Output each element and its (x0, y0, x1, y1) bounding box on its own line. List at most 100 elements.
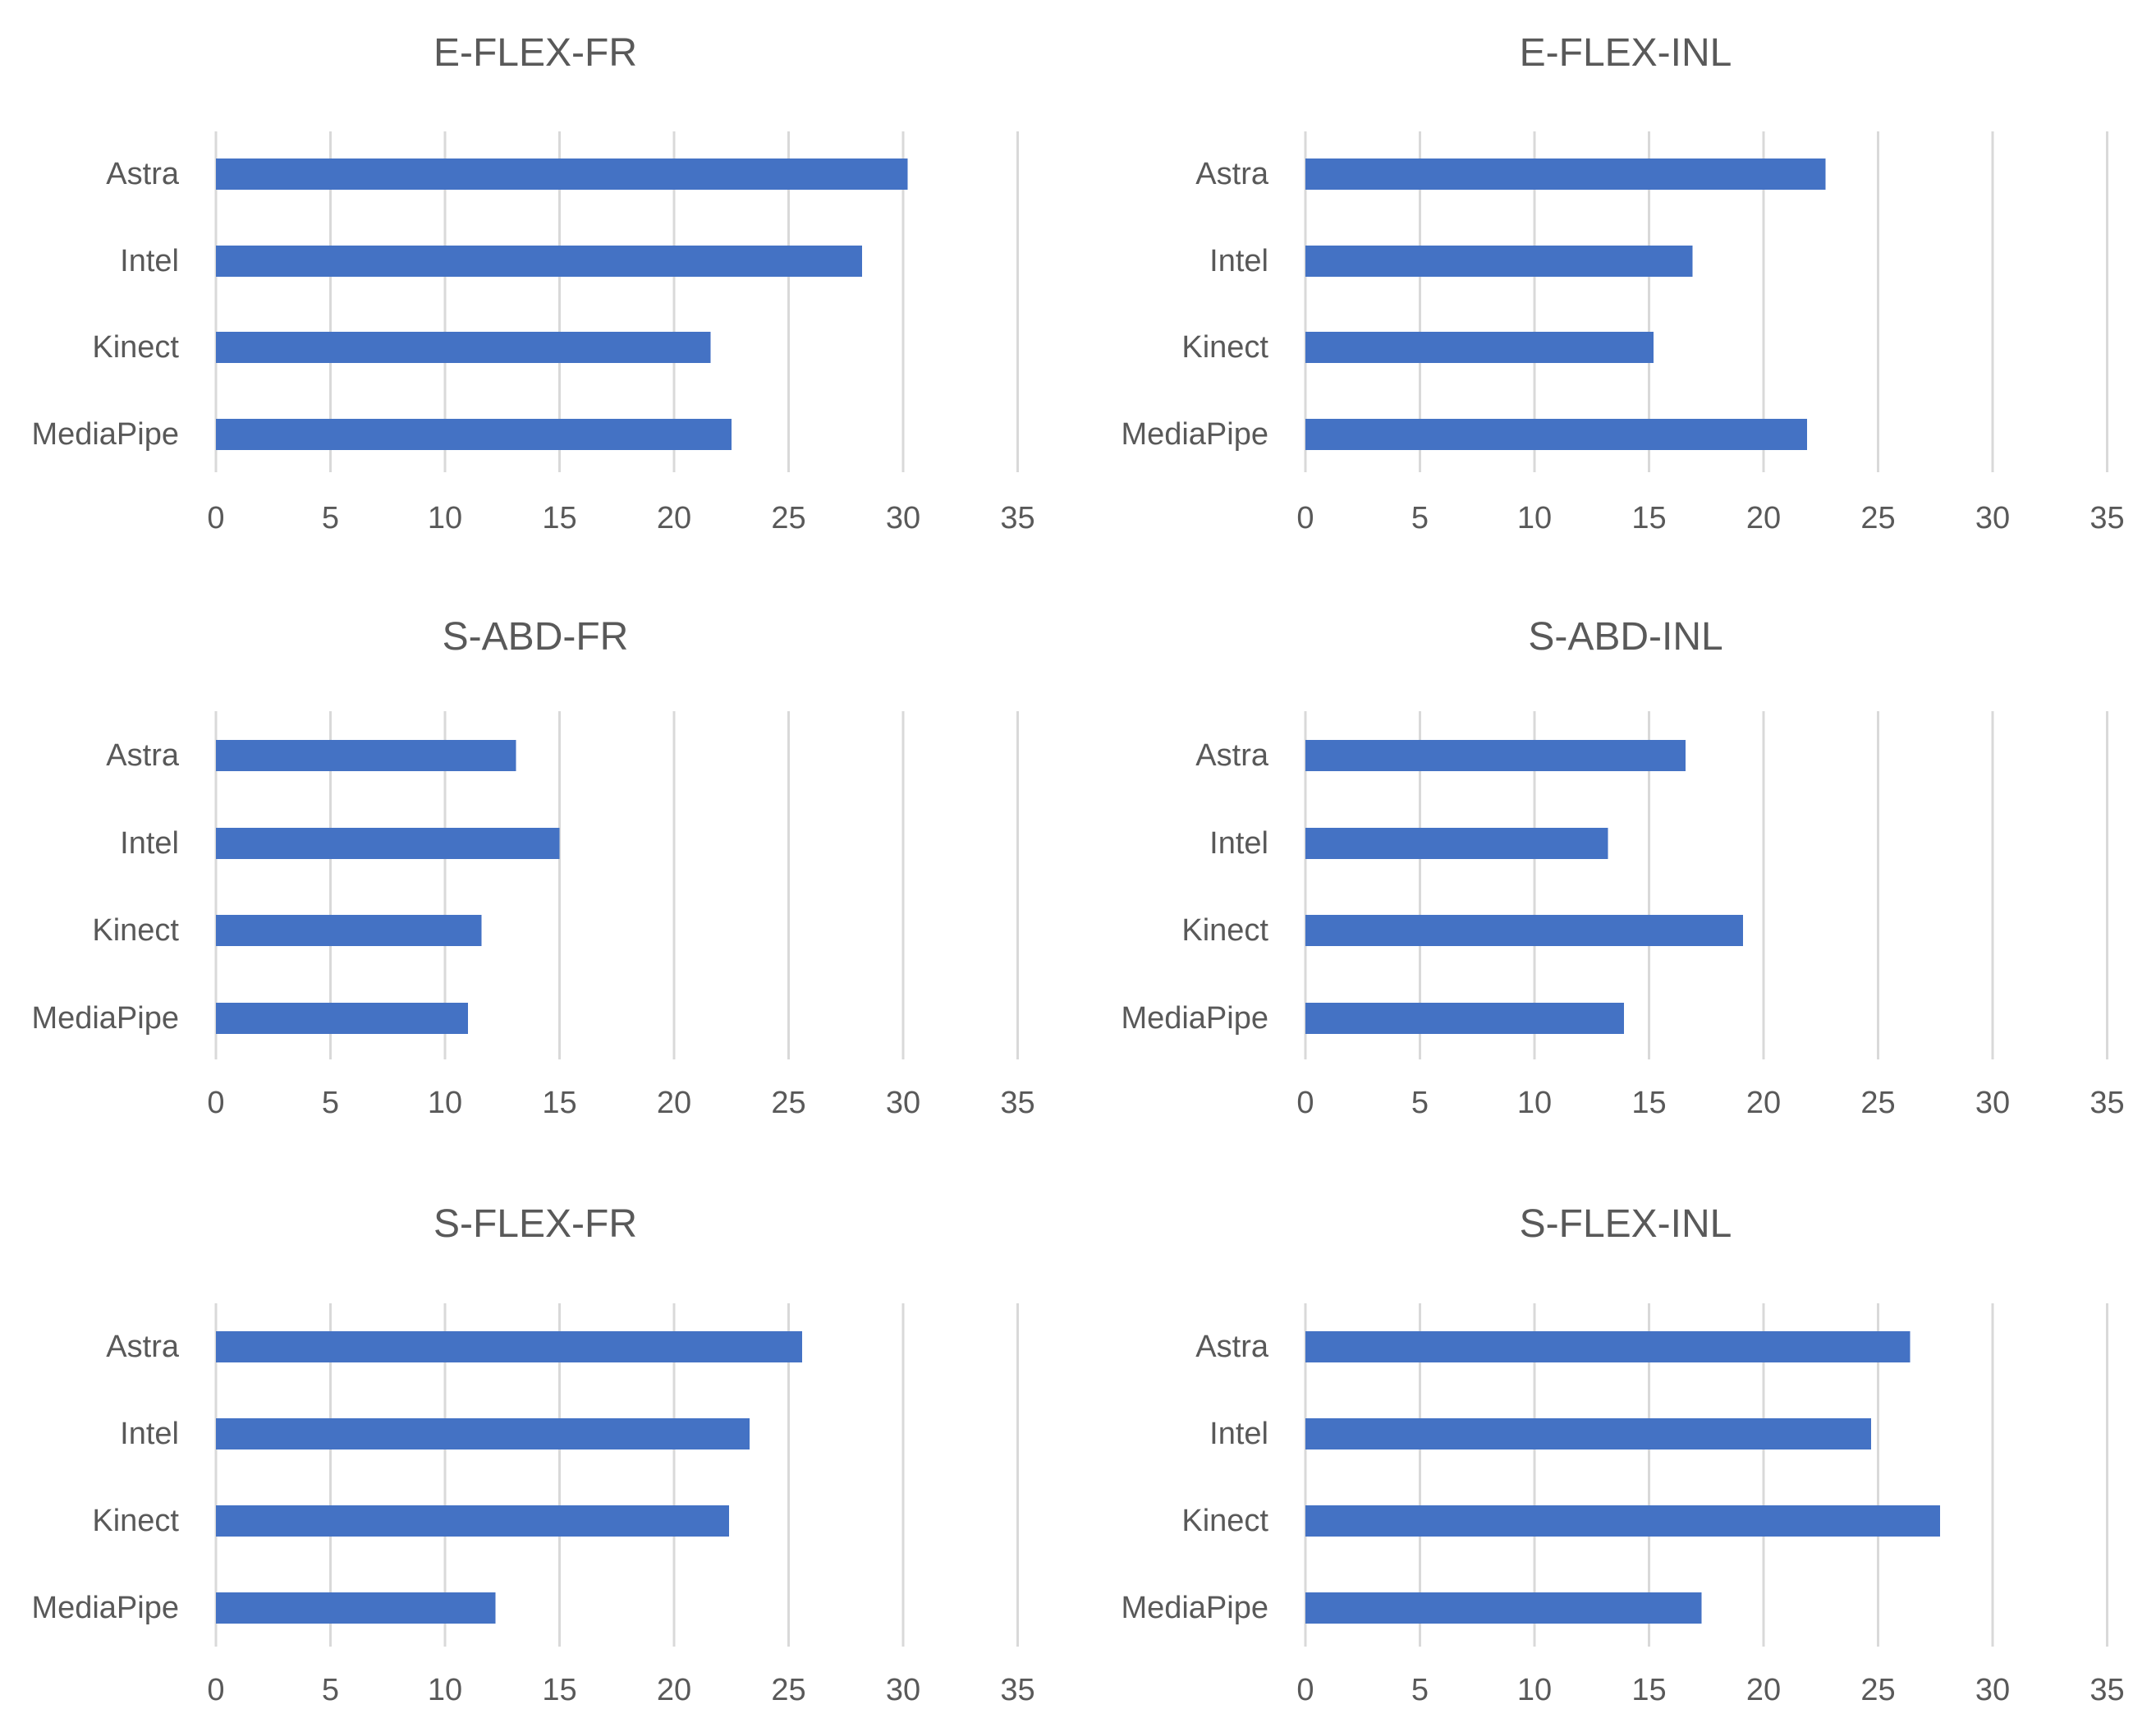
bar-intel (216, 828, 560, 859)
category-label: Astra (106, 1330, 180, 1364)
x-tick-label: 35 (2089, 1673, 2124, 1707)
x-tick-label: 35 (1000, 1673, 1034, 1707)
x-tick-label: 5 (1411, 501, 1429, 535)
bar-mediapipe (1305, 1592, 1702, 1624)
category-label: Kinect (92, 1504, 179, 1538)
x-tick-label: 5 (1411, 1086, 1429, 1120)
x-tick-label: 0 (1296, 1086, 1314, 1120)
x-tick-label: 5 (322, 501, 339, 535)
category-label: MediaPipe (1121, 1591, 1268, 1625)
x-tick-label: 30 (1975, 1086, 2010, 1120)
bar-kinect (1305, 1505, 1940, 1537)
bar-astra (1305, 158, 1826, 190)
category-label: MediaPipe (1121, 417, 1268, 452)
x-tick-label: 15 (542, 501, 576, 535)
category-label: MediaPipe (31, 1591, 179, 1625)
category-label: Astra (106, 157, 180, 191)
x-tick-label: 25 (771, 501, 805, 535)
chart-panel-e-flex-fr: E-FLEX-FR 0 5 10 15 20 25 30 35 Astra Intel Kinect M… (31, 31, 1034, 535)
chart-title: S-ABD-FR (443, 615, 629, 659)
x-tick-label: 20 (657, 501, 691, 535)
x-tick-label: 25 (1860, 1673, 1895, 1707)
bar-kinect (1305, 915, 1743, 946)
x-tick-label: 20 (657, 1086, 691, 1120)
x-tick-label: 0 (207, 501, 224, 535)
x-tick-label: 30 (1975, 501, 2010, 535)
chart-title: S-FLEX-FR (433, 1202, 637, 1246)
bar-kinect (216, 1505, 729, 1537)
bar-intel (216, 1418, 750, 1449)
category-label: Kinect (92, 913, 179, 948)
x-tick-label: 25 (1860, 1086, 1895, 1120)
bar-astra (1305, 1331, 1911, 1362)
x-tick-label: 30 (886, 501, 920, 535)
bar-astra (216, 740, 516, 771)
category-label: MediaPipe (31, 417, 179, 452)
x-tick-label: 0 (1296, 501, 1314, 535)
x-tick-label: 5 (1411, 1673, 1429, 1707)
category-label: Kinect (1181, 1504, 1268, 1538)
bar-intel (1305, 828, 1608, 859)
bar-mediapipe (216, 419, 732, 450)
x-tick-label: 25 (1860, 501, 1895, 535)
x-tick-label: 15 (542, 1086, 576, 1120)
bar-astra (216, 1331, 803, 1362)
category-label: Astra (1195, 1330, 1269, 1364)
bar-mediapipe (216, 1592, 496, 1624)
bar-intel (216, 246, 862, 277)
chart-panel-s-flex-fr: S-FLEX-FR 0 5 10 15 20 25 30 35 Astra Intel Kinect M… (31, 1202, 1034, 1707)
x-tick-label: 35 (1000, 1086, 1034, 1120)
chart-panel-e-flex-inl: E-FLEX-INL 0 5 10 15 20 25 30 35 Astra Intel Kinect… (1121, 31, 2124, 535)
category-label: MediaPipe (1121, 1001, 1268, 1036)
chart-title: S-ABD-INL (1528, 615, 1723, 659)
bar-mediapipe (1305, 419, 1808, 450)
bar-kinect (216, 915, 482, 946)
x-tick-label: 35 (2089, 501, 2124, 535)
chart-panel-s-abd-inl: S-ABD-INL 0 5 10 15 20 25 30 35 Astra Intel Kinect M… (1121, 615, 2124, 1120)
chart-title: E-FLEX-FR (433, 31, 637, 75)
x-tick-label: 15 (1631, 501, 1666, 535)
bar-astra (216, 158, 908, 190)
x-tick-label: 5 (322, 1673, 339, 1707)
x-tick-label: 35 (2089, 1086, 2124, 1120)
category-label: Intel (1209, 244, 1268, 278)
x-tick-label: 15 (1631, 1673, 1666, 1707)
category-label: Astra (106, 738, 180, 773)
x-tick-label: 5 (322, 1086, 339, 1120)
x-tick-label: 20 (1746, 1086, 1781, 1120)
category-label: Astra (1195, 157, 1269, 191)
category-label: Intel (120, 244, 179, 278)
chart-panel-s-abd-fr: S-ABD-FR 0 5 10 15 20 25 30 35 Astra Intel Kinect Me… (31, 615, 1034, 1120)
category-label: Intel (120, 1417, 179, 1451)
x-tick-label: 10 (428, 501, 462, 535)
x-tick-label: 20 (657, 1673, 691, 1707)
chart-title: E-FLEX-INL (1520, 31, 1732, 75)
bar-kinect (216, 332, 711, 363)
x-tick-label: 35 (1000, 501, 1034, 535)
x-tick-label: 15 (1631, 1086, 1666, 1120)
x-tick-label: 30 (886, 1086, 920, 1120)
category-label: Intel (1209, 826, 1268, 861)
category-label: Astra (1195, 738, 1269, 773)
category-label: Kinect (1181, 913, 1268, 948)
bar-intel (1305, 246, 1693, 277)
x-tick-label: 10 (1517, 1673, 1552, 1707)
bar-kinect (1305, 332, 1654, 363)
x-tick-label: 0 (207, 1086, 224, 1120)
x-tick-label: 30 (1975, 1673, 2010, 1707)
bar-mediapipe (216, 1003, 468, 1034)
chart-panel-s-flex-inl: S-FLEX-INL 0 5 10 15 20 25 30 35 Astra Intel Kinect… (1121, 1202, 2124, 1707)
category-label: Kinect (1181, 330, 1268, 365)
x-tick-label: 10 (1517, 1086, 1552, 1120)
x-tick-label: 20 (1746, 501, 1781, 535)
x-tick-label: 0 (1296, 1673, 1314, 1707)
category-label: Intel (120, 826, 179, 861)
bar-mediapipe (1305, 1003, 1624, 1034)
category-label: Intel (1209, 1417, 1268, 1451)
category-label: Kinect (92, 330, 179, 365)
x-tick-label: 20 (1746, 1673, 1781, 1707)
x-tick-label: 25 (771, 1673, 805, 1707)
chart-title: S-FLEX-INL (1520, 1202, 1732, 1246)
